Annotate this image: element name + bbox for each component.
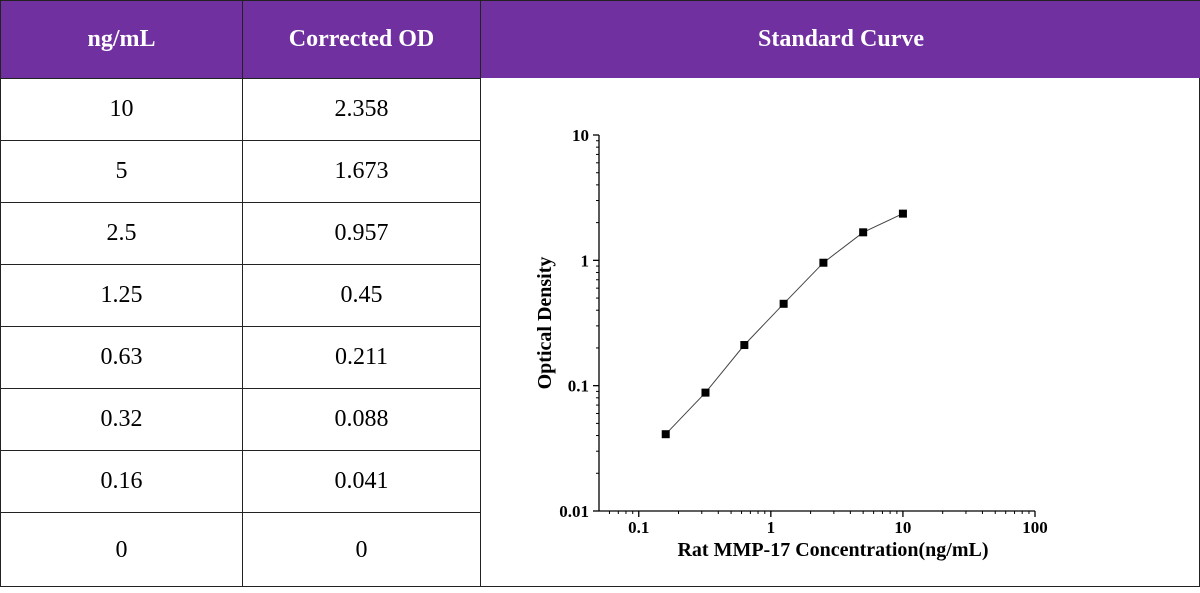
y-axis-label: Optical Density <box>534 257 556 390</box>
row-7-concentration: 0.16 <box>1 450 243 512</box>
data-point <box>898 209 907 218</box>
standard-curve-svg: 0.1 1 10 100 0.01 0.1 1 10 Rat MMP-17 Concentrat… <box>534 126 1048 561</box>
row-6-concentration: 0.32 <box>1 388 243 450</box>
x-tick-label: 100 <box>1022 518 1048 537</box>
fit-curve <box>665 213 904 435</box>
data-point <box>701 388 710 397</box>
row-8-concentration: 0 <box>1 512 243 587</box>
data-point <box>779 299 788 308</box>
row-1-concentration: 10 <box>1 78 243 140</box>
row-8-od: 0 <box>243 512 481 587</box>
row-5-od: 0.211 <box>243 326 481 388</box>
row-3-concentration: 2.5 <box>1 202 243 264</box>
data-point <box>661 430 670 439</box>
row-3-od: 0.957 <box>243 202 481 264</box>
y-tick-label: 1 <box>581 251 590 270</box>
data-point <box>859 228 868 237</box>
y-tick-label: 0.01 <box>559 502 589 521</box>
data-point <box>819 258 828 267</box>
row-4-concentration: 1.25 <box>1 264 243 326</box>
x-tick-label: 10 <box>894 518 911 537</box>
data-point <box>740 341 749 350</box>
header-concentration: ng/mL <box>1 1 243 78</box>
row-5-concentration: 0.63 <box>1 326 243 388</box>
row-6-od: 0.088 <box>243 388 481 450</box>
x-axis-label: Rat MMP-17 Concentration(ng/mL) <box>677 539 988 561</box>
row-2-od: 1.673 <box>243 140 481 202</box>
row-7-od: 0.041 <box>243 450 481 512</box>
header-corrected-od: Corrected OD <box>243 1 481 78</box>
x-tick-label: 0.1 <box>628 518 649 537</box>
row-1-od: 2.358 <box>243 78 481 140</box>
header-standard-curve: Standard Curve <box>481 1 1200 78</box>
row-4-od: 0.45 <box>243 264 481 326</box>
standard-curve-chart: 0.1 1 10 100 0.01 0.1 1 10 Rat MMP-17 Concentrat… <box>481 78 1200 588</box>
y-tick-label: 0.1 <box>568 377 589 396</box>
x-tick-label: 1 <box>767 518 776 537</box>
row-2-concentration: 5 <box>1 140 243 202</box>
y-tick-label: 10 <box>572 126 589 145</box>
